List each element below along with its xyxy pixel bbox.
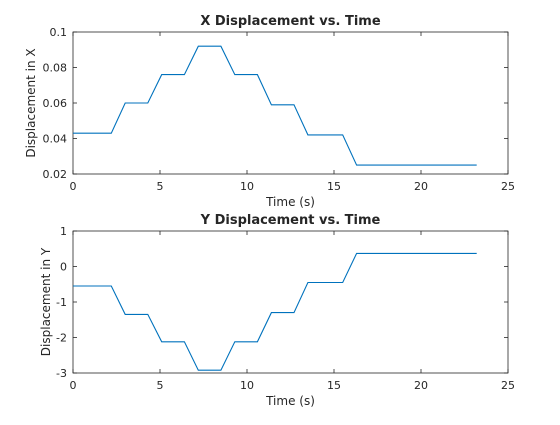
y-tick-label: -1: [56, 296, 67, 309]
y-tick-label: 0.08: [43, 62, 68, 75]
y-tick-label: -3: [56, 367, 67, 380]
y-tick-label: 0.1: [50, 26, 68, 39]
x-tick-label: 15: [327, 379, 341, 392]
x-tick-label: 0: [70, 180, 77, 193]
x-tick-label: 10: [240, 379, 254, 392]
y-tick-label: 0.06: [43, 97, 68, 110]
y-tick-label: -2: [56, 332, 67, 345]
series-line: [73, 252, 477, 371]
x-tick-label: 0: [70, 379, 77, 392]
series-line: [73, 45, 477, 166]
plot-area: [72, 230, 509, 374]
x-axis-label: Time (s): [265, 394, 315, 408]
x-tick-label: 20: [414, 379, 428, 392]
y-tick-label: 0: [60, 261, 67, 274]
x-tick-label: 25: [501, 379, 515, 392]
y-axis-label: Displacement in X: [24, 48, 38, 157]
chart-2: 0 5 10 15 20 25 -3 -2 -1 0 1 Y Displacement vs. Tim…: [39, 213, 515, 408]
x-tick-label: 15: [327, 180, 341, 193]
chart-title: Y Displacement vs. Time: [200, 213, 381, 228]
chart-title: X Displacement vs. Time: [200, 14, 380, 29]
x-axis-label: Time (s): [265, 195, 315, 209]
x-tick-label: 20: [414, 180, 428, 193]
y-axis-label: Displacement in Y: [39, 247, 53, 356]
y-tick-label: 0.02: [43, 168, 68, 181]
x-tick-label: 10: [240, 180, 254, 193]
chart-1: 0 5 10 15 20 25 0.02 0.04 0.06 0.08 0.1 X Displacem…: [24, 14, 515, 209]
x-tick-label: 25: [501, 180, 515, 193]
x-tick-label: 5: [157, 180, 164, 193]
x-tick-label: 5: [157, 379, 164, 392]
y-tick-label: 1: [60, 225, 67, 238]
y-tick-label: 0.04: [43, 133, 68, 146]
